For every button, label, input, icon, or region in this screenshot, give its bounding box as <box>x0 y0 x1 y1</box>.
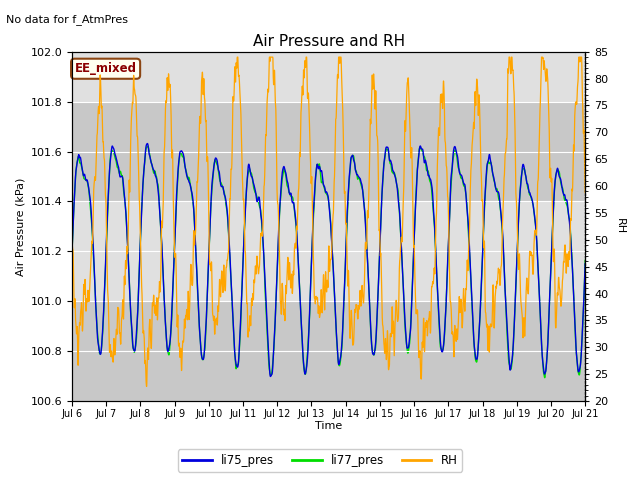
Bar <box>72 52 585 102</box>
Text: No data for f_AtmPres: No data for f_AtmPres <box>6 14 129 25</box>
Y-axis label: RH: RH <box>615 218 625 234</box>
Y-axis label: Air Pressure (kPa): Air Pressure (kPa) <box>15 177 25 276</box>
Title: Air Pressure and RH: Air Pressure and RH <box>253 34 404 49</box>
Bar <box>72 102 585 202</box>
Legend: li75_pres, li77_pres, RH: li75_pres, li77_pres, RH <box>177 449 463 472</box>
Bar <box>72 301 585 401</box>
Bar <box>72 202 585 301</box>
X-axis label: Time: Time <box>315 421 342 432</box>
Text: EE_mixed: EE_mixed <box>75 62 136 75</box>
